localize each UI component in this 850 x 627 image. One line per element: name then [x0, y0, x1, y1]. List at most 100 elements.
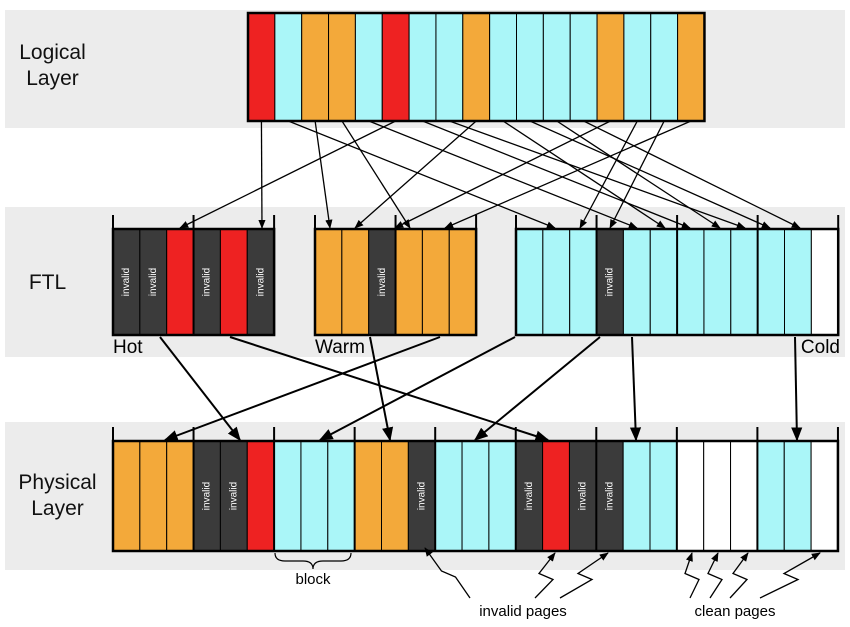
pointer-arrow	[534, 552, 556, 599]
mapping-arrow	[449, 120, 746, 229]
mapping-arrow	[473, 336, 601, 441]
logical-page	[301, 12, 330, 122]
invalid-label: invalid	[121, 268, 132, 296]
logical-page	[381, 12, 410, 122]
physical-page	[193, 440, 221, 552]
physical-page	[810, 440, 839, 552]
ftl-page	[676, 228, 705, 336]
pointer-arrow	[559, 552, 609, 599]
mapping-arrow	[444, 120, 692, 229]
logical-layer-label: Logical Layer	[19, 41, 86, 90]
physical-page	[112, 440, 141, 552]
ftl-page	[515, 228, 544, 336]
invalid-label: invalid	[228, 482, 239, 510]
ftl-page	[542, 228, 571, 336]
invalid-label: invalid	[377, 268, 388, 296]
clean-pages-label: clean pages	[695, 603, 776, 620]
physical-page	[461, 440, 490, 552]
physical-page	[649, 440, 678, 552]
physical-page	[166, 440, 195, 552]
logical-page	[677, 12, 705, 122]
logical-page	[650, 12, 679, 122]
mapping-arrow	[609, 120, 665, 229]
mapping-arrow	[629, 336, 642, 442]
physical-page	[488, 440, 517, 552]
invalid-label: invalid	[578, 482, 589, 510]
mapping-arrow	[791, 336, 803, 442]
ftl-page	[703, 228, 732, 336]
ftl-page	[569, 228, 598, 336]
mapping-arrow	[163, 336, 441, 441]
block-brace	[274, 552, 352, 570]
ftl-page	[757, 228, 786, 336]
mapping-arrow	[583, 120, 801, 229]
ftl-page	[341, 228, 370, 336]
logical-page	[623, 12, 652, 122]
ftl-page	[314, 228, 343, 336]
mapping-arrow	[314, 120, 333, 229]
ftl-page	[421, 228, 450, 336]
logical-page	[408, 12, 437, 122]
ftl-page	[395, 228, 423, 336]
ftl-page	[810, 228, 839, 336]
physical-layer-label: Physical Layer	[18, 471, 97, 520]
physical-page	[354, 440, 382, 552]
ftl-page	[622, 228, 651, 336]
mapping-arrow	[341, 120, 411, 229]
invalid-label: invalid	[604, 482, 615, 510]
physical-page	[273, 440, 302, 552]
physical-page	[730, 440, 758, 552]
ftl-label: FTL	[28, 271, 67, 294]
group-label: Cold	[801, 337, 840, 358]
invalid-label: invalid	[202, 268, 213, 296]
logical-page	[274, 12, 303, 122]
mapping-arrow	[179, 120, 396, 229]
physical-page	[246, 440, 275, 552]
ftl-page	[368, 228, 397, 336]
mapping-arrow	[318, 336, 516, 441]
invalid-label: invalid	[255, 268, 266, 296]
logical-page	[462, 12, 491, 122]
group-label: Warm	[315, 337, 365, 358]
physical-page	[327, 440, 356, 552]
group-label: Hot	[113, 337, 143, 358]
ftl-page	[166, 228, 195, 336]
invalid-label: invalid	[416, 482, 427, 510]
invalid-label: invalid	[148, 268, 159, 296]
mapping-arrow	[556, 120, 721, 229]
physical-page	[756, 440, 785, 552]
mapping-arrow	[258, 120, 266, 229]
physical-page	[783, 440, 812, 552]
logical-page	[516, 12, 544, 122]
physical-page	[703, 440, 732, 552]
mapping-arrow	[368, 120, 638, 229]
ftl-page	[784, 228, 812, 336]
invalid-pages-label: invalid pages	[479, 603, 567, 620]
block-label: block	[295, 571, 331, 588]
physical-page	[676, 440, 705, 552]
physical-page	[434, 440, 463, 552]
ftl-page	[219, 228, 248, 336]
mapping-arrow	[529, 120, 771, 229]
invalid-label: invalid	[605, 268, 616, 296]
ftl-page	[448, 228, 477, 336]
logical-page	[596, 12, 625, 122]
logical-page	[542, 12, 571, 122]
pointer-arrow	[424, 547, 471, 599]
logical-page	[435, 12, 464, 122]
mapping-arrow	[369, 336, 394, 442]
ftl-page	[730, 228, 759, 336]
logical-page	[569, 12, 598, 122]
physical-page	[300, 440, 329, 552]
mapping-arrow	[288, 120, 556, 229]
logical-page	[328, 12, 356, 122]
physical-page	[542, 440, 570, 552]
pointer-arrow	[684, 552, 700, 599]
logical-page	[489, 12, 517, 122]
mapping-arrow	[354, 120, 477, 229]
physical-page	[139, 440, 168, 552]
physical-page	[381, 440, 409, 552]
mapping-arrow	[579, 120, 638, 229]
